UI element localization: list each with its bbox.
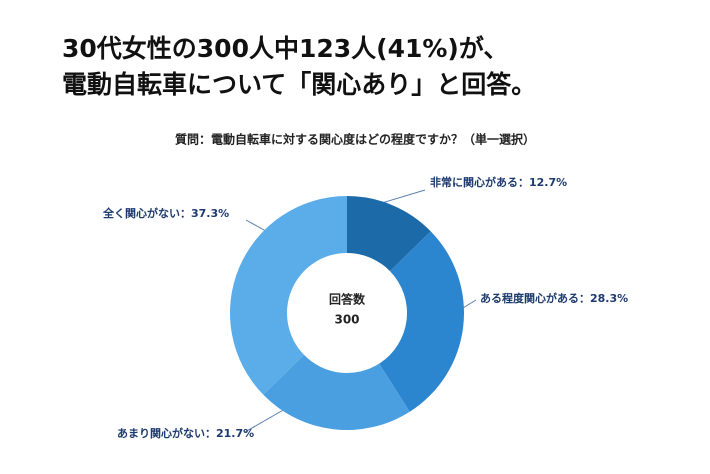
donut-slice xyxy=(263,354,410,430)
donut xyxy=(230,196,464,430)
slice-label: ある程度関心がある：28.3% xyxy=(480,291,628,305)
slice-label: あまり関心がない：21.7% xyxy=(117,426,254,440)
donut-slice xyxy=(379,231,464,412)
subtitle: 質問：電動自転車に対する関心度はどの程度ですか？（単一選択） xyxy=(175,132,535,147)
slice-label: 非常に関心がある：12.7% xyxy=(430,175,567,189)
title-line: 30代女性の300人中123人(41%)が、 xyxy=(62,34,508,63)
title-line: 電動自転車について「関心あり」と回答。 xyxy=(62,70,536,99)
center-value: 300 xyxy=(334,313,359,327)
center-label: 回答数 xyxy=(329,292,366,307)
slice-label: 全く関心がない：37.3% xyxy=(102,206,229,220)
donut-slice xyxy=(230,196,347,395)
donut-slice xyxy=(347,196,431,272)
